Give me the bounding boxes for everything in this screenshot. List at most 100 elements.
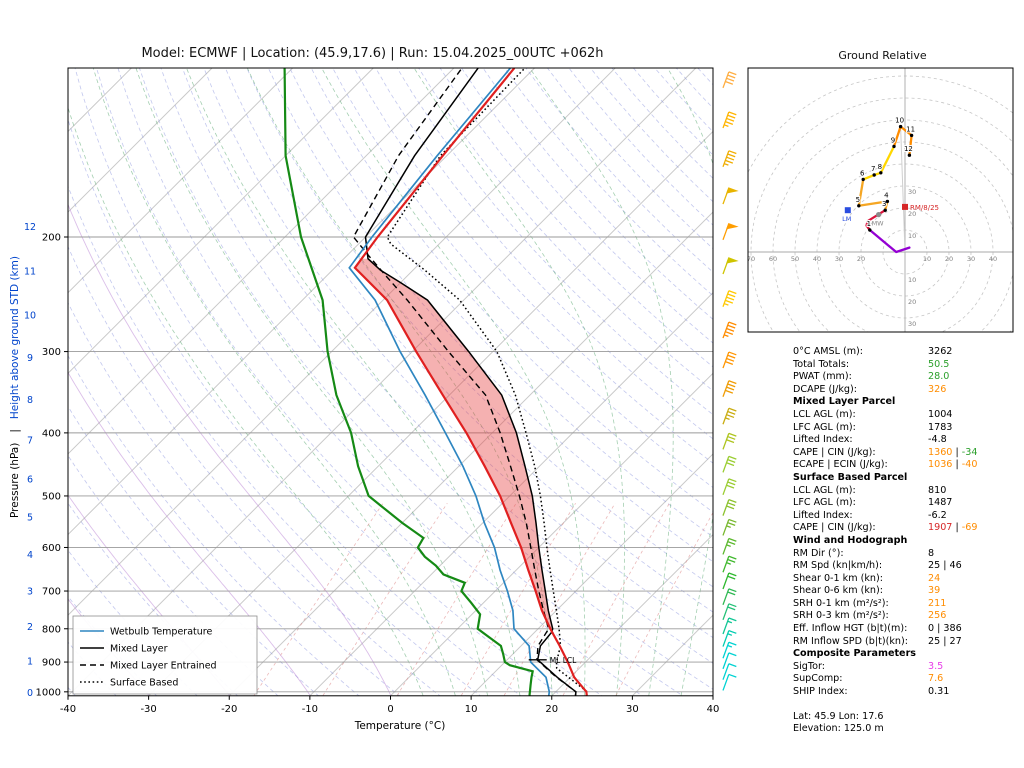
- wind-barb: [722, 432, 737, 450]
- param-value: 1360 | -34: [928, 446, 978, 458]
- param-value: 28.0: [928, 371, 950, 383]
- param-label: LFC AGL (m):: [793, 497, 856, 509]
- hodo-height-label: 3: [882, 200, 886, 208]
- parcel-ml-entrained-curve: [352, 68, 577, 696]
- wetbulb-curve: [348, 68, 551, 696]
- hodo-height-label: 7: [871, 165, 875, 173]
- param-value: -4.8: [928, 434, 947, 446]
- hodograph-trace-segment: [868, 228, 911, 254]
- wind-barb: [722, 537, 737, 555]
- wind-barb: [722, 652, 737, 670]
- hodograph-trace-segment: [862, 145, 896, 181]
- param-section-header: Wind and Hodograph: [793, 534, 908, 546]
- temperature-curve: [353, 68, 588, 696]
- param-value: 25 | 46: [928, 560, 962, 572]
- wind-barb: [722, 321, 737, 339]
- pressure-tick-label: 500: [42, 491, 61, 502]
- wind-barb: [722, 455, 737, 473]
- y-axis-separator: |: [9, 429, 21, 433]
- param-section-header: Composite Parameters: [793, 648, 917, 660]
- hodo-height-label: 12: [904, 145, 913, 153]
- y-axis-pressure-label: Pressure (hPa): [9, 442, 21, 518]
- x-tick-label: 40: [707, 704, 720, 715]
- param-row: Total Totals: 50.5: [793, 359, 1023, 372]
- parcel-surface-based-curve: [386, 68, 589, 696]
- hodo-ring-label: 20: [857, 255, 865, 263]
- x-axis-label: Temperature (°C): [354, 720, 446, 732]
- param-row: LFC AGL (m): 1783: [793, 422, 1023, 435]
- param-label: Shear 0-6 km (kn):: [793, 585, 883, 597]
- wind-barb: [722, 111, 737, 129]
- height-km-tick-label: 4: [27, 550, 33, 561]
- page-title: Model: ECMWF | Location: (45.9,17.6) | R…: [141, 46, 604, 61]
- param-value: 3262: [928, 346, 953, 357]
- wind-barb: [722, 629, 737, 647]
- x-tick-label: 10: [465, 704, 478, 715]
- pressure-tick-label: 700: [42, 587, 61, 598]
- param-label: CAPE | CIN (J/kg):: [793, 522, 876, 534]
- wind-barb: [722, 380, 737, 397]
- wind-barb: [722, 555, 737, 573]
- param-label: DCAPE (J/kg):: [793, 383, 857, 395]
- hodograph-plot-area: 70 60 50 40 30 20 10 20 30 40 10 10 20 20 30 30 1 34 5 67 8 9…: [747, 68, 1013, 332]
- x-tick-label: 30: [626, 704, 639, 715]
- hodo-ring-label: 70: [747, 255, 755, 263]
- hodo-ring-label: 20: [908, 210, 916, 218]
- skewt-frame: [67, 67, 714, 697]
- pressure-tick-label: 1000: [36, 687, 61, 698]
- param-value: 7.6: [928, 673, 944, 685]
- legend-item-label: Surface Based: [110, 678, 178, 689]
- param-row: RM Dir (°): 8: [793, 548, 1023, 561]
- x-tick-label: -20: [221, 704, 237, 715]
- param-value: 0.31: [928, 686, 950, 698]
- wind-barb: [722, 187, 739, 205]
- wind-barb: [722, 588, 737, 606]
- param-row: PWAT (mm): 28.0: [793, 371, 1023, 384]
- x-tick-label: 0: [387, 704, 393, 715]
- param-label: LCL AGL (m):: [793, 484, 856, 496]
- x-tick-label: -30: [140, 704, 156, 715]
- param-section-header: Surface Based Parcel: [793, 471, 908, 483]
- param-label: PWAT (mm):: [793, 371, 852, 383]
- param-label: ECAPE | ECIN (J/kg):: [793, 459, 888, 471]
- param-label: RM Inflow SPD (b|t)(kn):: [793, 635, 908, 647]
- hodo-height-label: 9: [891, 136, 895, 144]
- parameters-rows: 0°C AMSL (m): 3262 Total Totals: 50.5 PWAT (…: [793, 346, 1023, 699]
- param-value: 326: [928, 383, 947, 395]
- skewt-diagram: ML LCL-40 -30 -20 -10 0 10 20 30 402003004005006…: [24, 67, 739, 715]
- param-row: LFC AGL (m): 1487: [793, 497, 1023, 510]
- param-row: CAPE | CIN (J/kg): 1360 | -34: [793, 447, 1023, 460]
- pressure-tick-label: 300: [42, 347, 61, 358]
- wind-barb: [722, 351, 737, 369]
- param-value: 1036 | -40: [928, 459, 978, 471]
- param-label: 0°C AMSL (m):: [793, 346, 864, 357]
- param-row: DCAPE (J/kg): 326: [793, 384, 1023, 397]
- hodograph-frame: [747, 67, 1014, 333]
- hodo-ring-label: 10: [923, 255, 931, 263]
- param-value: 256: [928, 610, 947, 622]
- hodo-ring-label: 10: [908, 276, 916, 284]
- param-value: 50.5: [928, 358, 950, 370]
- hodo-marker-label: MW: [872, 220, 885, 228]
- param-value: 1004: [928, 408, 953, 420]
- dewpoint-curve: [283, 68, 534, 696]
- wind-barb: [722, 603, 737, 621]
- hodo-ring-label: 30: [908, 188, 916, 196]
- param-label: SupComp:: [793, 673, 843, 685]
- hodograph-trace-segment: [892, 125, 913, 157]
- param-row: Shear 0-6 km (kn): 39: [793, 585, 1023, 598]
- param-label: SRH 0-3 km (m²/s²):: [793, 610, 889, 622]
- param-row: SRH 0-3 km (m²/s²): 256: [793, 610, 1023, 623]
- param-row: SRH 0-1 km (m²/s²): 211: [793, 598, 1023, 611]
- legend-item-label: Mixed Layer Entrained: [110, 661, 217, 672]
- cape-area: [355, 258, 553, 633]
- hodo-marker-label: LM: [842, 215, 851, 223]
- param-row: ECAPE | ECIN (J/kg): 1036 | -40: [793, 459, 1023, 472]
- param-row: LCL AGL (m): 1004: [793, 409, 1023, 422]
- hodo-height-label: 11: [906, 125, 915, 133]
- height-km-tick-label: 1: [27, 657, 33, 668]
- hodo-height-label: 4: [884, 191, 889, 199]
- ml-lcl-label: ML LCL: [550, 656, 577, 665]
- hodo-height-label: 10: [895, 117, 904, 125]
- param-value: -6.2: [928, 509, 947, 521]
